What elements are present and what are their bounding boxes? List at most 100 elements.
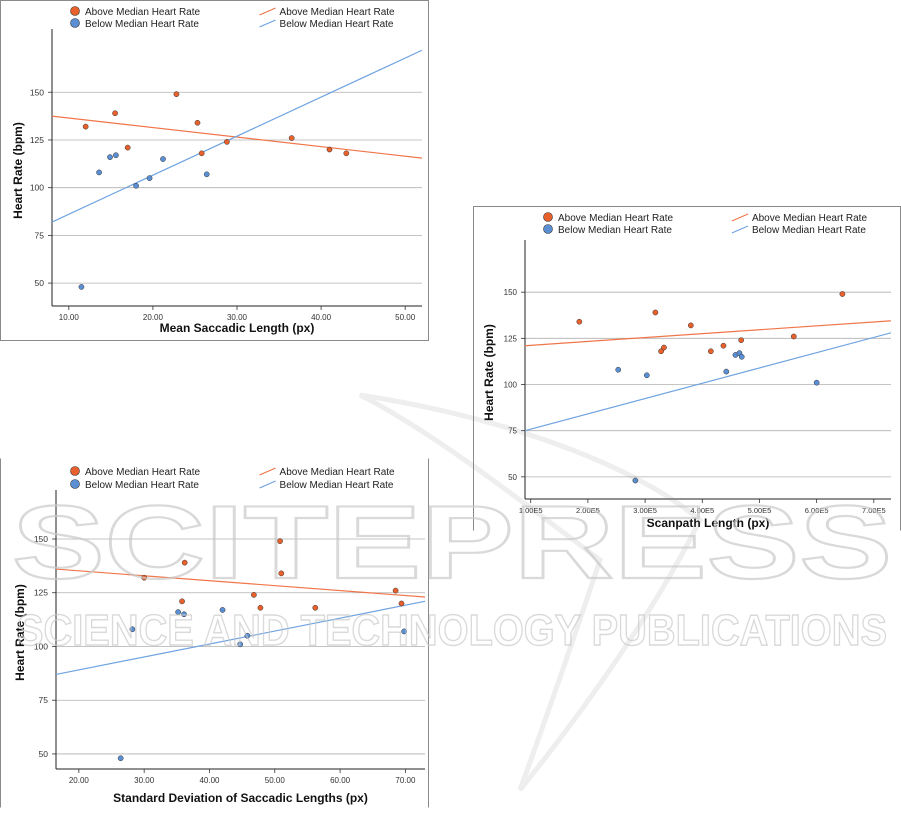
legend-above-label: Above Median Heart Rate bbox=[85, 7, 201, 18]
y-tick-label: 125 bbox=[30, 135, 44, 145]
x-tick-label: 30.00 bbox=[227, 313, 248, 322]
point-below bbox=[160, 156, 166, 162]
legend-above-line-label: Above Median Heart Rate bbox=[280, 467, 396, 478]
x-axis-label: Mean Saccadic Length (px) bbox=[160, 321, 315, 335]
point-below bbox=[133, 182, 139, 189]
y-tick-label: 50 bbox=[35, 278, 45, 288]
point-below bbox=[401, 628, 407, 635]
y-tick-label: 125 bbox=[34, 588, 48, 598]
chart2-svg: 50 75 100 125 150 20.00 30.00 40.00 50.00 60.00 70… bbox=[0, 458, 429, 808]
legend-above-marker bbox=[70, 6, 80, 16]
point-below bbox=[129, 626, 136, 633]
legend-below-label: Below Median Heart Rate bbox=[85, 480, 199, 491]
chart1-svg: 50 75 100 125 150 1.00E5 2.00E5 3.00E5 4.00E5 5.0… bbox=[473, 206, 901, 531]
legend-below-label: Below Median Heart Rate bbox=[558, 225, 672, 236]
point-below bbox=[96, 169, 102, 176]
point-above bbox=[576, 318, 583, 325]
point-below bbox=[146, 175, 153, 181]
x-tick-label: 50.00 bbox=[265, 776, 286, 785]
chart-frame bbox=[473, 206, 901, 531]
y-axis-label: Heart Rate (bpm) bbox=[482, 324, 496, 421]
point-above bbox=[652, 309, 659, 316]
x-tick-label: 10.00 bbox=[59, 313, 80, 322]
legend-above-marker bbox=[543, 212, 553, 222]
point-above bbox=[179, 598, 185, 605]
y-tick-label: 100 bbox=[30, 183, 44, 193]
x-tick-label: 70.00 bbox=[395, 776, 416, 785]
point-below bbox=[615, 366, 622, 373]
legend-above-line-label: Above Median Heart Rate bbox=[752, 213, 868, 224]
point-below bbox=[181, 611, 187, 618]
point-above bbox=[343, 150, 350, 157]
point-below bbox=[107, 154, 113, 160]
y-tick-label: 150 bbox=[30, 87, 44, 97]
point-above bbox=[194, 119, 201, 126]
point-above bbox=[720, 342, 727, 349]
point-above bbox=[398, 600, 405, 607]
y-tick-label: 100 bbox=[504, 381, 518, 390]
x-tick-label: 50.00 bbox=[395, 313, 416, 322]
fit-line-above bbox=[55, 568, 426, 598]
point-above bbox=[738, 337, 745, 344]
y-tick-label: 100 bbox=[34, 641, 48, 651]
legend-below-marker bbox=[70, 479, 80, 489]
point-above bbox=[277, 538, 283, 544]
chart-sd-saccadic-lengths: 50 75 100 125 150 20.00 30.00 40.00 50.00 60.00 70… bbox=[0, 458, 429, 808]
point-above bbox=[251, 592, 257, 598]
point-below bbox=[813, 379, 820, 386]
x-tick-label: 3.00E5 bbox=[633, 506, 657, 515]
point-below bbox=[203, 171, 210, 178]
chart0-svg: 50 75 100 125 150 10.00 20.00 30.00 40.00 50.00 Me… bbox=[0, 0, 429, 341]
point-above bbox=[278, 570, 285, 577]
y-axis-label: Heart Rate (bpm) bbox=[13, 584, 27, 681]
legend-above-label: Above Median Heart Rate bbox=[85, 467, 201, 478]
point-below bbox=[723, 368, 730, 375]
point-above bbox=[257, 604, 264, 611]
legend-below-label: Below Median Heart Rate bbox=[85, 19, 199, 30]
y-tick-label: 150 bbox=[34, 534, 48, 544]
y-tick-label: 50 bbox=[39, 749, 49, 759]
point-below bbox=[113, 152, 119, 159]
point-above bbox=[198, 150, 205, 157]
point-above bbox=[288, 135, 295, 141]
legend-above-line-icon bbox=[731, 213, 749, 222]
fit-line-above bbox=[524, 320, 892, 347]
chart-mean-saccadic-length: 50 75 100 125 150 10.00 20.00 30.00 40.00 50.00 Me… bbox=[0, 0, 429, 341]
point-below bbox=[175, 609, 181, 615]
legend-below-line-icon bbox=[259, 480, 276, 489]
point-above bbox=[181, 559, 188, 566]
y-tick-label: 75 bbox=[508, 427, 517, 436]
point-above bbox=[82, 123, 89, 130]
legend-below-line-label: Below Median Heart Rate bbox=[280, 480, 394, 491]
x-tick-label: 1.00E5 bbox=[519, 506, 543, 515]
legend-above-line-icon bbox=[259, 7, 276, 16]
point-above bbox=[392, 587, 399, 594]
y-tick-label: 50 bbox=[508, 473, 517, 482]
point-above bbox=[687, 322, 694, 329]
chart-scanpath-length: 50 75 100 125 150 1.00E5 2.00E5 3.00E5 4.00E5 5.0… bbox=[473, 206, 901, 531]
legend-above-label: Above Median Heart Rate bbox=[558, 213, 674, 224]
point-above bbox=[839, 291, 846, 297]
point-above bbox=[658, 348, 664, 355]
legend-above-line-label: Above Median Heart Rate bbox=[280, 7, 396, 18]
fit-line-above bbox=[51, 115, 423, 159]
point-above bbox=[326, 146, 333, 153]
legend-below-marker bbox=[543, 224, 553, 234]
point-above bbox=[112, 110, 118, 117]
chart-frame bbox=[0, 0, 429, 341]
x-tick-label: 20.00 bbox=[143, 313, 164, 322]
point-below bbox=[244, 632, 251, 639]
point-below bbox=[117, 755, 124, 762]
y-tick-label: 125 bbox=[504, 334, 518, 343]
x-axis-label: Scanpath Length (px) bbox=[647, 516, 770, 530]
point-below bbox=[738, 353, 745, 360]
point-below bbox=[237, 641, 244, 648]
point-below bbox=[78, 284, 85, 290]
point-below bbox=[219, 607, 226, 613]
legend-below-line-label: Below Median Heart Rate bbox=[280, 19, 394, 30]
x-tick-label: 60.00 bbox=[330, 776, 351, 785]
x-tick-label: 6.00E5 bbox=[805, 506, 829, 515]
fit-line-below bbox=[55, 600, 426, 676]
point-above bbox=[790, 333, 797, 340]
x-tick-label: 5.00E5 bbox=[748, 506, 772, 515]
